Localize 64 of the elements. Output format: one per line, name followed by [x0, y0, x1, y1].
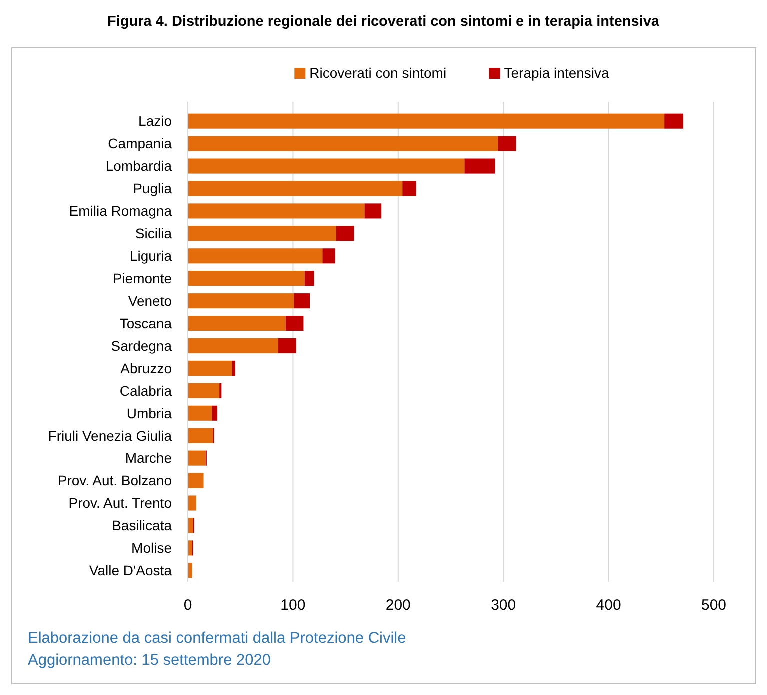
x-tick-label: 500 — [701, 597, 727, 614]
text: Aggiornamento: 15 settembre 2020 — [28, 652, 272, 669]
bar — [188, 496, 196, 511]
y-tick-label: Valle D'Aosta — [89, 562, 172, 579]
bar — [188, 226, 336, 242]
bar — [188, 271, 305, 286]
y-tick-label: Toscana — [120, 315, 172, 332]
bar — [364, 204, 382, 219]
bar — [322, 248, 336, 264]
bar — [188, 428, 214, 444]
legend-label: Ricoverati con sintomi — [310, 65, 447, 81]
bar — [188, 338, 278, 354]
bar — [188, 316, 286, 332]
bar — [188, 406, 212, 421]
bar — [188, 518, 194, 534]
y-tick-label: Lombardia — [106, 158, 172, 174]
y-tick-label: Basilicata — [112, 518, 172, 534]
y-tick-label: Prov. Aut. Bolzano — [58, 472, 172, 489]
bar — [402, 181, 416, 196]
legend-label: Terapia intensiva — [504, 65, 610, 81]
x-tick-label: 100 — [280, 597, 306, 614]
y-tick-label: Veneto — [128, 292, 172, 309]
bar — [188, 360, 232, 376]
bar — [286, 316, 304, 332]
x-tick-label: 400 — [596, 597, 622, 614]
y-tick-label: Abruzzo — [120, 360, 172, 376]
bar — [212, 406, 218, 421]
bar — [294, 294, 310, 309]
y-tick-label: Calabria — [120, 382, 172, 399]
bar — [336, 226, 354, 242]
bar — [464, 158, 496, 174]
bar — [188, 158, 465, 174]
bar — [232, 360, 236, 376]
y-tick-label: Molise — [132, 540, 172, 556]
y-tick-label: Puglia — [133, 180, 172, 197]
bar — [188, 294, 294, 309]
x-tick-label: 0 — [184, 597, 192, 614]
y-tick-label: Umbria — [126, 405, 172, 422]
y-tick-label: Prov. Aut. Trento — [68, 495, 172, 512]
chart-title: Figura 4. Distribuzione regionale dei ricoverati con sintomi e in terapia intensiva — [108, 14, 660, 30]
y-tick-label: Friuli Venezia Giulia — [48, 428, 172, 444]
bar — [188, 248, 323, 264]
bar — [304, 271, 314, 286]
bar — [664, 114, 684, 129]
bar — [188, 114, 665, 129]
y-tick-label: Liguria — [130, 248, 172, 264]
y-tick-label: Lazio — [138, 113, 172, 130]
y-tick-label: Sardegna — [111, 338, 172, 354]
x-tick-label: 200 — [386, 597, 411, 614]
bar — [188, 383, 220, 398]
bar — [188, 181, 403, 196]
bar — [278, 338, 296, 354]
bar — [188, 136, 498, 152]
y-tick-label: Piemonte — [112, 270, 172, 287]
y-tick-label: Sicilia — [135, 226, 172, 242]
y-tick-label: Marche — [125, 450, 172, 466]
y-tick-label: Emilia Romagna — [69, 203, 172, 220]
bar — [498, 136, 516, 152]
bar — [188, 473, 204, 488]
text: Elaborazione da casi confermati dalla Protezione Civile — [28, 630, 406, 647]
bar — [188, 450, 206, 466]
bar — [188, 204, 365, 219]
y-tick-label: Campania — [108, 136, 172, 152]
x-tick-label: 300 — [491, 597, 516, 614]
